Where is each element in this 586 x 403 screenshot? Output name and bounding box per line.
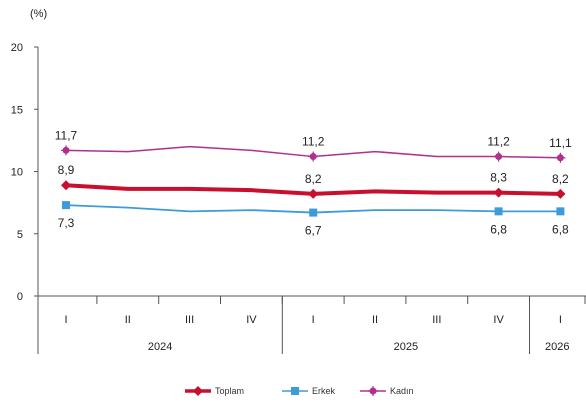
- legend-item-erkek: Erkek: [282, 386, 336, 396]
- data-point-marker: [493, 187, 504, 198]
- x-tick-label: IV: [246, 314, 257, 326]
- x-tick-label: II: [372, 314, 378, 326]
- data-point-marker: [555, 152, 566, 163]
- x-tick-label: IV: [493, 314, 504, 326]
- year-label: 2026: [545, 341, 569, 353]
- data-label: 8,2: [552, 172, 569, 186]
- year-label: 2025: [394, 341, 418, 353]
- y-tick-label: 5: [17, 229, 23, 241]
- y-tick-label: 0: [17, 291, 23, 303]
- data-point-marker: [308, 151, 319, 162]
- data-point-marker: [62, 201, 70, 210]
- data-point-marker: [556, 207, 565, 216]
- x-tick-label: III: [432, 314, 441, 326]
- legend-marker: [291, 387, 299, 395]
- data-label: 8,3: [490, 171, 507, 185]
- legend-label: Toplam: [215, 386, 244, 396]
- data-label: 11,1: [549, 136, 572, 150]
- data-label: 7,3: [58, 216, 75, 230]
- data-point-marker: [493, 151, 504, 162]
- data-point-marker: [308, 188, 319, 199]
- data-point-marker: [309, 208, 318, 217]
- data-label: 6,8: [552, 222, 569, 236]
- x-tick-label: II: [125, 314, 131, 326]
- data-point-marker: [494, 207, 503, 216]
- series-toplam: [61, 180, 566, 199]
- data-label: 6,7: [305, 224, 322, 238]
- series-kadın: [61, 145, 566, 163]
- legend-label: Kadın: [390, 386, 414, 396]
- data-labels: 8,9 8,2 8,3 8,2 7,3 6,7 6,8 6,8 11,7 11,2 11,2 11,1: [55, 128, 572, 237]
- legend-marker: [193, 386, 203, 396]
- legend-label: Erkek: [312, 386, 336, 396]
- data-label: 11,7: [55, 128, 78, 142]
- data-label: 8,9: [58, 163, 75, 177]
- data-label: 11,2: [487, 135, 510, 149]
- data-label: 11,2: [302, 135, 325, 149]
- x-tick-label: I: [559, 314, 562, 326]
- legend-item-kadın: Kadın: [360, 386, 414, 396]
- year-label: 2024: [148, 341, 172, 353]
- data-point-marker: [61, 145, 71, 156]
- series-erkek: [62, 201, 565, 217]
- x-tick-label: III: [185, 314, 194, 326]
- data-label: 6,8: [490, 222, 507, 236]
- y-tick-label: 20: [11, 42, 23, 54]
- x-tick-label: I: [64, 314, 67, 326]
- y-unit-label: (%): [30, 8, 47, 20]
- data-label: 8,2: [305, 172, 322, 186]
- legend-item-toplam: Toplam: [185, 386, 244, 396]
- y-tick-label: 10: [11, 167, 23, 179]
- y-tick-label: 15: [11, 104, 23, 116]
- legend: Toplam Erkek Kadın: [185, 386, 414, 396]
- x-tick-label: I: [312, 314, 315, 326]
- legend-marker: [368, 386, 378, 396]
- series-layer: [61, 145, 566, 217]
- data-point-marker: [61, 180, 71, 191]
- data-point-marker: [555, 188, 566, 199]
